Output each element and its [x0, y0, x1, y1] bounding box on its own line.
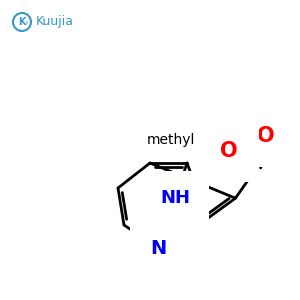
Text: methyl: methyl [146, 133, 195, 147]
Text: °: ° [24, 22, 28, 28]
Text: O: O [257, 126, 274, 146]
Text: O: O [220, 141, 238, 161]
Text: K: K [18, 17, 26, 27]
Text: Kuujia: Kuujia [36, 16, 74, 28]
Text: NH: NH [160, 189, 190, 207]
Text: N: N [150, 238, 166, 257]
